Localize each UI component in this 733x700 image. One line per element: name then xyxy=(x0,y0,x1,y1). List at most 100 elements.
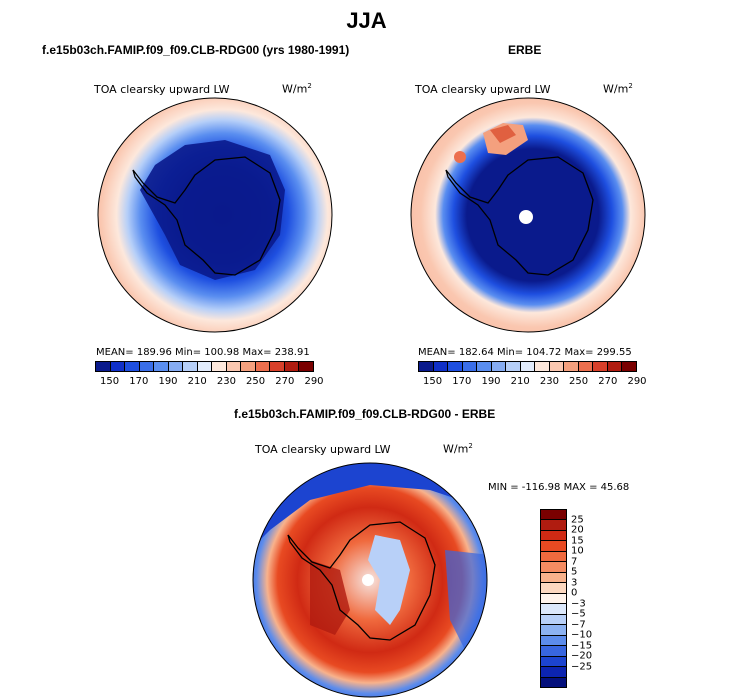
panel-3-subtitle: TOA clearsky upward LW xyxy=(255,443,391,456)
colorbar-tick-label: 15 xyxy=(571,535,584,547)
panel-2-units: W/m2 xyxy=(603,82,633,96)
colorbar-swatch xyxy=(541,667,566,678)
colorbar-swatch xyxy=(541,677,566,687)
panel-2-pole-hole xyxy=(519,210,533,224)
panel-2-subtitle: TOA clearsky upward LW xyxy=(415,83,551,96)
colorbar-swatch xyxy=(622,362,636,371)
panel-1-colorbar-labels: 150 170 190 210 230 250 270 290 xyxy=(95,374,324,388)
colorbar-tick-label: 5 xyxy=(571,566,578,578)
colorbar-swatch xyxy=(299,362,313,371)
colorbar-swatch xyxy=(541,593,566,605)
colorbar-swatch xyxy=(541,614,566,626)
panel-3-colorbar xyxy=(540,509,567,688)
colorbar-swatch xyxy=(535,362,550,371)
colorbar-swatch xyxy=(593,362,608,371)
panel-3-map xyxy=(252,462,488,698)
colorbar-tick-label: 150 xyxy=(100,376,120,387)
colorbar-tick-label: 290 xyxy=(304,376,324,387)
colorbar-tick-label: 10 xyxy=(571,545,584,557)
panel-3-stats: MIN = -116.98 MAX = 45.68 xyxy=(488,482,630,493)
colorbar-swatch xyxy=(491,362,507,371)
main-title: JJA xyxy=(346,8,387,33)
colorbar-tick-label: 210 xyxy=(510,376,530,387)
colorbar-tick-label: 3 xyxy=(571,577,578,589)
colorbar-swatch xyxy=(541,562,566,573)
colorbar-swatch xyxy=(541,520,566,531)
colorbar-swatch xyxy=(541,541,566,552)
colorbar-tick-label: 290 xyxy=(627,376,647,387)
colorbar-swatch xyxy=(541,530,566,542)
panel-1-title: f.e15b03ch.FAMIP.f09_f09.CLB-RDG00 (yrs … xyxy=(42,43,350,57)
colorbar-tick-label: 250 xyxy=(246,376,266,387)
colorbar-tick-label: −3 xyxy=(571,598,586,610)
panel-2-title: ERBE xyxy=(508,43,542,57)
colorbar-swatch xyxy=(139,362,155,371)
colorbar-swatch xyxy=(241,362,256,371)
colorbar-swatch xyxy=(419,362,434,371)
colorbar-swatch xyxy=(168,362,184,371)
colorbar-swatch xyxy=(433,362,449,371)
panel-1-stats: MEAN= 189.96 Min= 100.98 Max= 238.91 xyxy=(96,347,310,358)
panel-1-units: W/m2 xyxy=(282,82,312,96)
panel-1-map xyxy=(97,97,333,333)
colorbar-swatch xyxy=(541,656,566,668)
colorbar-swatch xyxy=(564,362,579,371)
colorbar-tick-label: −25 xyxy=(571,661,593,673)
colorbar-tick-label: −20 xyxy=(571,650,593,662)
colorbar-swatch xyxy=(541,572,566,584)
panel-2-stats: MEAN= 182.64 Min= 104.72 Max= 299.55 xyxy=(418,347,632,358)
panel-2-colorbar xyxy=(418,361,637,372)
colorbar-swatch xyxy=(183,362,198,371)
colorbar-tick-label: 230 xyxy=(539,376,559,387)
colorbar-swatch xyxy=(110,362,126,371)
colorbar-tick-label: −10 xyxy=(571,629,593,641)
colorbar-swatch xyxy=(462,362,478,371)
colorbar-swatch xyxy=(197,362,213,371)
colorbar-tick-label: 250 xyxy=(569,376,589,387)
colorbar-swatch xyxy=(96,362,111,371)
colorbar-swatch xyxy=(541,625,566,636)
colorbar-swatch xyxy=(541,604,566,615)
colorbar-tick-label: 270 xyxy=(275,376,295,387)
colorbar-swatch xyxy=(270,362,285,371)
colorbar-tick-label: 20 xyxy=(571,524,584,536)
colorbar-tick-label: 25 xyxy=(571,514,584,526)
colorbar-swatch xyxy=(578,362,594,371)
colorbar-tick-label: 230 xyxy=(216,376,236,387)
colorbar-tick-label: 190 xyxy=(158,376,178,387)
colorbar-tick-label: 190 xyxy=(481,376,501,387)
panel-1-antarctica-outline xyxy=(132,156,281,276)
colorbar-tick-label: 170 xyxy=(452,376,472,387)
colorbar-swatch xyxy=(154,362,169,371)
colorbar-swatch xyxy=(520,362,536,371)
colorbar-swatch xyxy=(607,362,623,371)
panel-1-subtitle: TOA clearsky upward LW xyxy=(94,83,230,96)
panel-3-pole-hole xyxy=(362,574,374,586)
panel-3-antarctica-outline xyxy=(287,521,436,641)
colorbar-swatch xyxy=(506,362,521,371)
colorbar-tick-label: 170 xyxy=(129,376,149,387)
colorbar-swatch xyxy=(541,583,566,594)
colorbar-tick-label: 270 xyxy=(598,376,618,387)
colorbar-swatch xyxy=(212,362,227,371)
colorbar-tick-label: −5 xyxy=(571,608,586,620)
colorbar-swatch xyxy=(448,362,463,371)
colorbar-swatch xyxy=(125,362,140,371)
colorbar-tick-label: 210 xyxy=(187,376,207,387)
colorbar-swatch xyxy=(541,646,566,657)
panel-3-units: W/m2 xyxy=(443,442,473,456)
colorbar-swatch xyxy=(541,551,566,563)
colorbar-tick-label: −7 xyxy=(571,619,586,631)
panel-2-antarctica-outline xyxy=(445,156,594,276)
colorbar-swatch xyxy=(541,510,566,521)
colorbar-tick-label: −15 xyxy=(571,640,593,652)
panel-1-colorbar xyxy=(95,361,314,372)
colorbar-swatch xyxy=(284,362,300,371)
colorbar-swatch xyxy=(255,362,271,371)
panel-2-colorbar-labels: 150 170 190 210 230 250 270 290 xyxy=(418,374,647,388)
colorbar-tick-label: 0 xyxy=(571,587,578,599)
panel-2-map xyxy=(410,97,646,333)
colorbar-swatch xyxy=(541,635,566,647)
colorbar-swatch xyxy=(477,362,492,371)
colorbar-swatch xyxy=(226,362,242,371)
